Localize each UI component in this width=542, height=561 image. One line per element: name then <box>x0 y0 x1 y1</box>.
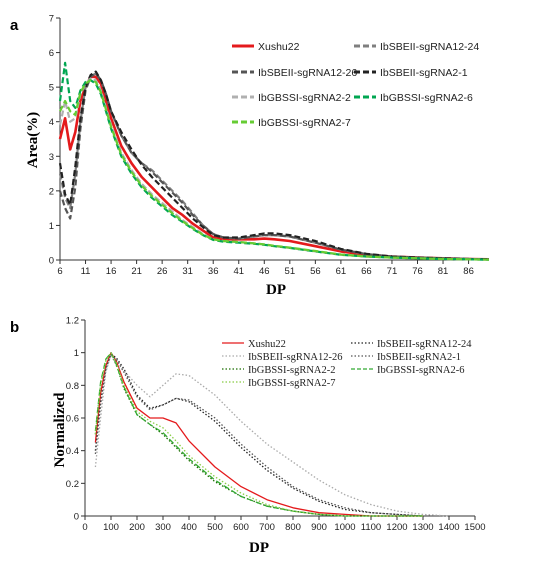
a-x-tick-label: 56 <box>310 266 321 277</box>
a-y-tick-label: 6 <box>49 48 54 59</box>
a-x-tick-label: 26 <box>157 266 168 277</box>
b-legend-label-ibsbeii-sgrna12-26: IbSBEII-sgRNA12-26 <box>248 352 343 363</box>
b-legend-label-ibsbeii-sgrna12-24: IbSBEII-sgRNA12-24 <box>377 339 472 350</box>
b-series-ibgbssi-sgrna2-2 <box>94 352 423 517</box>
a-x-tick-label: 51 <box>285 266 296 277</box>
a-legend-label-xushu22: Xushu22 <box>258 41 300 53</box>
a-series-ibgbssi-sgrna2-7 <box>59 79 490 261</box>
a-series-xushu22 <box>58 75 490 261</box>
b-y-tick-label: 0.2 <box>66 479 79 490</box>
a-x-tick-label: 46 <box>259 266 270 277</box>
a-legend-label-ibgbssi-sgrna2-7: IbGBSSI-sgRNA2-7 <box>258 117 351 129</box>
a-y-tick-label: 0 <box>49 256 54 267</box>
b-x-tick-label: 400 <box>181 522 197 533</box>
a-y-tick-label: 1 <box>49 221 54 232</box>
b-legend-label-xushu22: Xushu22 <box>248 339 286 350</box>
a-y-tick-label: 5 <box>49 83 54 94</box>
b-x-tick-label: 100 <box>103 522 119 533</box>
b-y-tick-label: 0 <box>74 512 79 523</box>
panel-a-ylabel: Area(%) <box>25 112 41 168</box>
b-y-tick-label: 0.8 <box>66 381 79 392</box>
b-x-tick-label: 1300 <box>412 522 433 533</box>
b-x-tick-label: 700 <box>259 522 275 533</box>
a-y-tick-label: 7 <box>49 14 54 25</box>
b-x-tick-label: 900 <box>311 522 327 533</box>
b-x-tick-label: 1400 <box>438 522 459 533</box>
b-x-tick-label: 1200 <box>386 522 407 533</box>
b-legend-label-ibsbeii-sgrna2-1: IbSBEII-sgRNA2-1 <box>377 352 461 363</box>
b-y-tick-label: 1.2 <box>66 316 79 327</box>
a-y-tick-label: 3 <box>49 152 54 163</box>
b-legend-label-ibgbssi-sgrna2-2: IbGBSSI-sgRNA2-2 <box>248 365 336 376</box>
a-legend-label-ibsbeii-sgrna12-24: IbSBEII-sgRNA12-24 <box>380 41 479 53</box>
a-y-tick-label: 4 <box>49 117 54 128</box>
b-x-tick-label: 1000 <box>334 522 355 533</box>
a-legend-label-ibsbeii-sgrna12-26: IbSBEII-sgRNA12-26 <box>258 67 357 79</box>
a-series-ibsbeii-sgrna12-26 <box>58 72 490 261</box>
b-x-tick-label: 500 <box>207 522 223 533</box>
b-x-tick-label: 200 <box>129 522 145 533</box>
b-y-tick-label: 0.6 <box>66 414 79 425</box>
a-x-tick-label: 11 <box>81 266 91 277</box>
a-x-tick-label: 6 <box>57 266 62 277</box>
a-x-tick-label: 16 <box>106 266 117 277</box>
a-x-tick-label: 66 <box>361 266 372 277</box>
a-x-tick-label: 81 <box>438 266 449 277</box>
a-x-tick-label: 86 <box>463 266 474 277</box>
panel-a-letter: a <box>10 17 19 34</box>
b-x-tick-label: 0 <box>82 522 87 533</box>
a-x-tick-label: 41 <box>233 266 244 277</box>
a-x-tick-label: 71 <box>387 266 398 277</box>
b-x-tick-label: 300 <box>155 522 171 533</box>
a-legend-label-ibgbssi-sgrna2-2: IbGBSSI-sgRNA2-2 <box>258 92 351 104</box>
a-y-tick-label: 2 <box>49 186 54 197</box>
a-legend-label-ibgbssi-sgrna2-6: IbGBSSI-sgRNA2-6 <box>380 92 473 104</box>
a-x-tick-label: 36 <box>208 266 219 277</box>
panel-b-chart: b 0 0.2 0.4 0.6 0.8 1 1.2 0 100 200 300 400 500 600 70… <box>10 316 486 557</box>
panel-b-xlabel: DP <box>249 540 269 556</box>
b-x-tick-label: 600 <box>233 522 249 533</box>
b-x-tick-label: 1100 <box>361 522 381 533</box>
panel-b-ylabel: Normalized <box>52 392 68 468</box>
a-x-tick-label: 76 <box>412 266 423 277</box>
a-x-tick-label: 31 <box>182 266 193 277</box>
a-legend-label-ibsbeii-sgrna2-1: IbSBEII-sgRNA2-1 <box>380 67 468 79</box>
a-series-ibsbeii-sgrna2-1 <box>58 70 490 261</box>
b-y-tick-label: 0.4 <box>66 446 79 457</box>
a-x-tick-label: 61 <box>336 266 347 277</box>
a-x-tick-label: 21 <box>131 266 142 277</box>
b-x-tick-label: 800 <box>285 522 301 533</box>
panel-a-xlabel: DP <box>266 282 286 298</box>
panel-b-letter: b <box>10 319 19 336</box>
b-legend-label-ibgbssi-sgrna2-6: IbGBSSI-sgRNA2-6 <box>377 365 465 376</box>
a-series-ibgbssi-sgrna2-2 <box>58 77 490 261</box>
b-series-ibgbssi-sgrna2-6 <box>94 352 423 517</box>
b-legend-label-ibgbssi-sgrna2-7: IbGBSSI-sgRNA2-7 <box>248 378 336 389</box>
b-y-tick-label: 1 <box>74 348 79 359</box>
b-x-tick-label: 1500 <box>464 522 485 533</box>
